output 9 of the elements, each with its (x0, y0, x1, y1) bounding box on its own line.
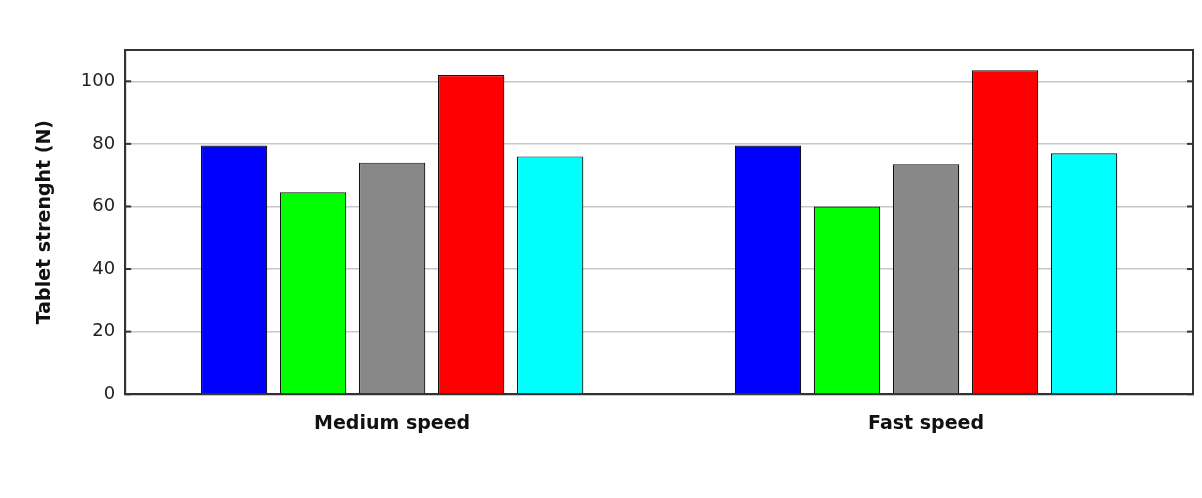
y-tick-label: 60 (92, 194, 116, 216)
x-tick-label: Fast speed (868, 410, 985, 433)
y-tick-label: 40 (92, 256, 116, 278)
x-tick-label: Medium speed (314, 410, 471, 433)
y-tick-label: 0 (103, 381, 116, 403)
y-axis-title: Tablet strenght (N) (32, 119, 55, 325)
y-tick-label: 100 (80, 68, 116, 90)
y-tick-label: 20 (92, 319, 116, 341)
y-tick-label: 80 (92, 131, 116, 153)
